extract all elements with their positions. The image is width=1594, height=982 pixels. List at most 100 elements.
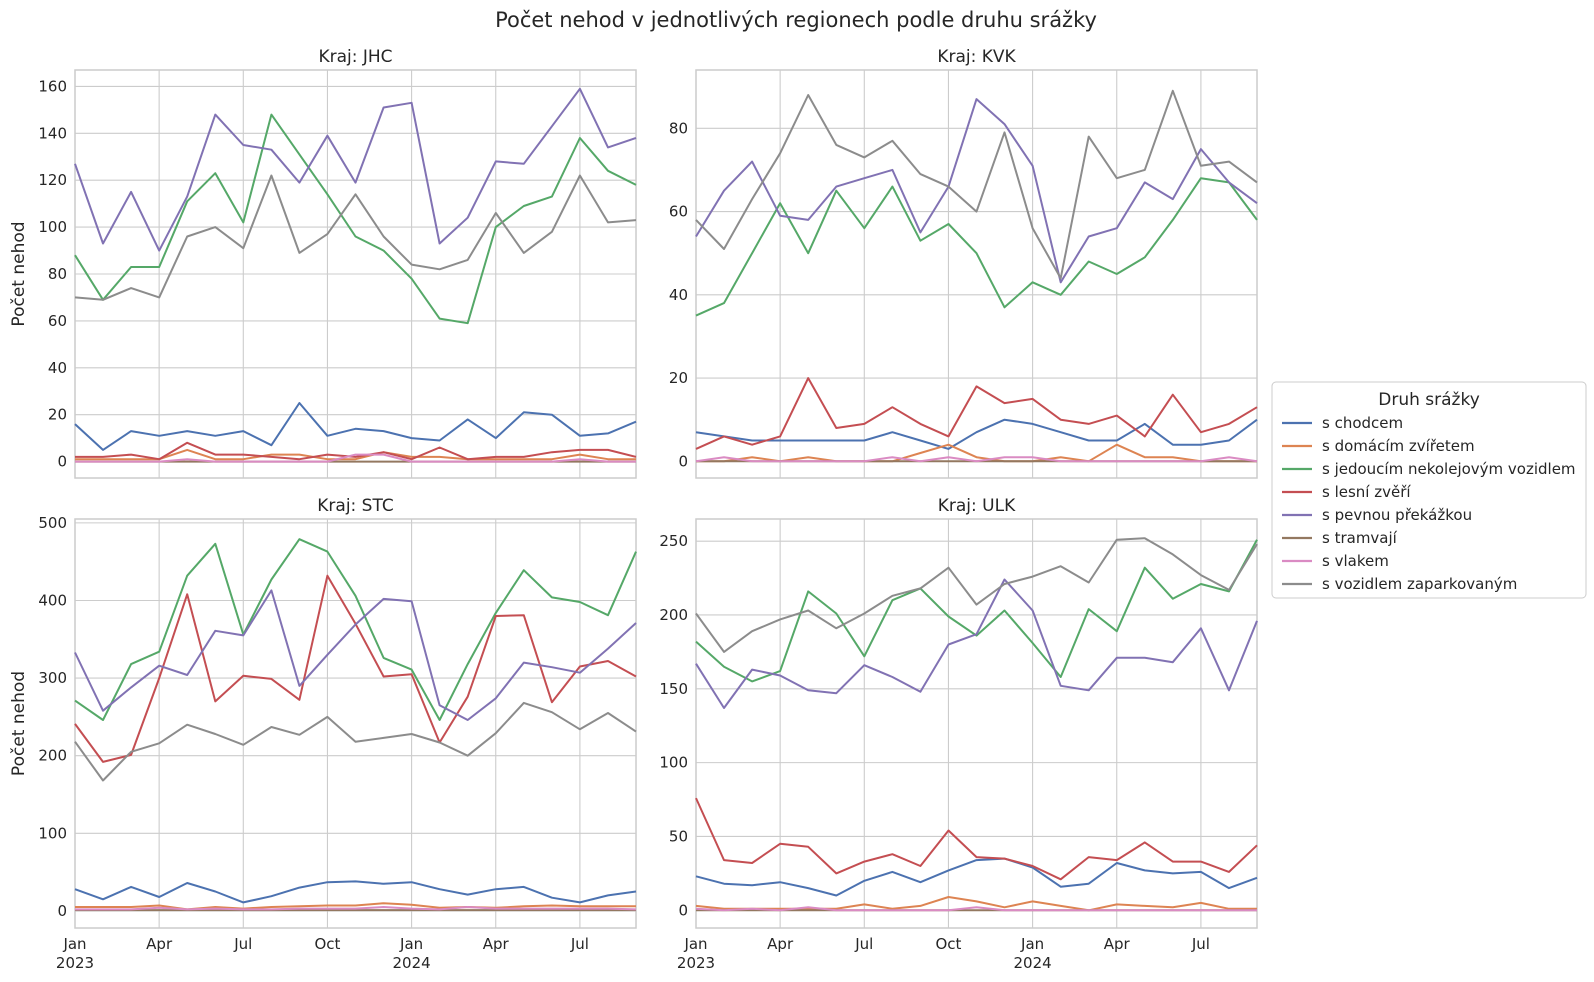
series-line-s-lesni-zveri	[695, 377, 1258, 450]
series-line-s-pevnou-prekazkou	[74, 87, 637, 252]
y-tick-label: 40	[669, 286, 688, 304]
legend-item-s-tramvaji: s tramvají	[1282, 529, 1398, 547]
series-line-s-vozidlem-zaparkovanym	[74, 174, 637, 301]
y-tick-label: 80	[669, 119, 688, 137]
legend-item-s-domacim-zviretem: s domácím zvířetem	[1282, 437, 1475, 455]
x-tick-label: Jan	[62, 935, 86, 953]
legend-item-s-lesni-zveri: s lesní zvěří	[1282, 483, 1411, 501]
x-tick-year-label: 2024	[393, 954, 431, 972]
legend-label: s jedoucím nekolejovým vozidlem	[1322, 460, 1576, 478]
y-tick-label: 0	[57, 453, 67, 471]
y-tick-label: 20	[48, 406, 67, 424]
legend-label: s domácím zvířetem	[1322, 437, 1475, 455]
x-tick-year-label: 2024	[1014, 954, 1052, 972]
series-line-s-vlakem	[695, 906, 1257, 912]
y-tick-label: 200	[38, 747, 67, 765]
series-line-s-chodcem	[695, 857, 1258, 897]
x-tick-label: Apr	[1104, 935, 1131, 953]
y-tick-label: 20	[669, 369, 688, 387]
x-tick-label: Jul	[854, 935, 873, 953]
x-tick-label: Oct	[314, 935, 340, 953]
series-line-s-vlakem	[695, 456, 1258, 463]
x-tick-label: Apr	[767, 935, 794, 953]
panel-title: Kraj: STC	[317, 496, 393, 516]
legend-frame	[1271, 381, 1587, 599]
series-line-s-chodcem	[695, 418, 1258, 450]
legend-item-s-vlakem: s vlakem	[1282, 552, 1389, 570]
y-axis-label: Počet nehod	[9, 221, 29, 326]
y-tick-label: 200	[659, 606, 688, 624]
y-tick-label: 50	[669, 827, 688, 845]
legend-item-s-vozidlem-zaparkovanym: s vozidlem zaparkovaným	[1282, 575, 1517, 593]
y-tick-label: 300	[38, 669, 67, 687]
panel-kraj-jhc: 0 20 40 60 80 100 120 140 160 Kraj: JHC Počet neho…	[9, 47, 637, 479]
y-tick-label: 120	[38, 171, 67, 189]
x-tick-label: Oct	[935, 935, 961, 953]
y-axis-label: Počet nehod	[9, 671, 29, 776]
series-line-s-jedoucim-nekolejovym-vozidlem	[695, 539, 1258, 683]
panel-kraj-kvk: 0 20 40 60 80 Kraj: KVK	[669, 47, 1258, 479]
series-line-s-chodcem	[74, 402, 637, 451]
chart-suptitle: Počet nehod v jednotlivých regionech pod…	[495, 8, 1097, 32]
legend-label: s pevnou překážkou	[1322, 506, 1472, 524]
x-tick-label: Jul	[1191, 935, 1210, 953]
axes-frame	[695, 518, 1258, 929]
series-line-s-lesni-zveri	[75, 441, 637, 461]
series-line-s-chodcem	[74, 880, 637, 904]
legend-label: s lesní zvěří	[1322, 483, 1411, 501]
y-tick-label: 250	[659, 532, 688, 550]
panel-title: Kraj: JHC	[318, 47, 392, 67]
panel-title: Kraj: KVK	[937, 47, 1016, 67]
series-line-s-vozidlem-zaparkovanym	[695, 537, 1258, 653]
y-tick-label: 100	[38, 218, 67, 236]
legend-label: s tramvají	[1322, 529, 1398, 547]
series-line-s-lesni-zveri	[695, 797, 1258, 881]
y-tick-label: 80	[48, 265, 67, 283]
series-line-s-pevnou-prekazkou	[74, 589, 637, 721]
legend-label: s vlakem	[1322, 552, 1389, 570]
y-tick-label: 500	[38, 514, 67, 532]
series-line-s-vozidlem-zaparkovanym	[695, 89, 1258, 280]
y-tick-label: 0	[678, 452, 688, 470]
y-tick-label: 400	[38, 591, 67, 609]
x-tick-label: Jan	[399, 935, 423, 953]
series-line-s-jedoucim-nekolejovym-vozidlem	[74, 113, 637, 325]
x-tick-year-label: 2023	[56, 954, 94, 972]
series-line-s-jedoucim-nekolejovym-vozidlem	[695, 177, 1258, 317]
x-tick-year-label: 2023	[677, 954, 715, 972]
series-line-s-vlakem	[75, 453, 636, 463]
series-line-s-pevnou-prekazkou	[695, 578, 1258, 709]
legend-item-s-jedoucim-nekolejovym-vozidlem: s jedoucím nekolejovým vozidlem	[1282, 460, 1576, 478]
y-tick-label: 100	[38, 824, 67, 842]
series-line-s-vozidlem-zaparkovanym	[74, 701, 637, 782]
y-tick-label: 160	[38, 77, 67, 95]
x-tick-label: Jul	[233, 935, 252, 953]
series-line-s-domacim-zviretem	[696, 443, 1257, 463]
legend-item-s-chodcem: s chodcem	[1282, 414, 1403, 432]
axes-frame	[74, 518, 637, 929]
series-line-s-domacim-zviretem	[75, 448, 636, 461]
x-tick-label: Apr	[483, 935, 510, 953]
axes-frame	[695, 69, 1258, 479]
y-tick-label: 0	[678, 901, 688, 919]
legend-item-s-pevnou-prekazkou: s pevnou překážkou	[1282, 506, 1472, 524]
x-tick-label: Jul	[570, 935, 589, 953]
series-line-s-vlakem	[75, 906, 637, 911]
y-tick-label: 60	[48, 312, 67, 330]
y-tick-label: 0	[57, 902, 67, 920]
x-tick-label: Jan	[1020, 935, 1044, 953]
legend-label: s vozidlem zaparkovaným	[1322, 575, 1517, 593]
series-line-s-pevnou-prekazkou	[695, 98, 1258, 284]
legend-label: s chodcem	[1322, 414, 1403, 432]
series-line-s-jedoucim-nekolejovym-vozidlem	[74, 538, 637, 721]
y-tick-label: 140	[38, 124, 67, 142]
legend: Druh srážky s chodcem s domácím zvířetem s…	[1271, 381, 1587, 599]
axes-frame	[74, 69, 637, 479]
series-line-s-domacim-zviretem	[75, 902, 636, 911]
x-tick-label: Jan	[683, 935, 707, 953]
y-tick-label: 100	[659, 754, 688, 772]
y-tick-label: 60	[669, 203, 688, 221]
